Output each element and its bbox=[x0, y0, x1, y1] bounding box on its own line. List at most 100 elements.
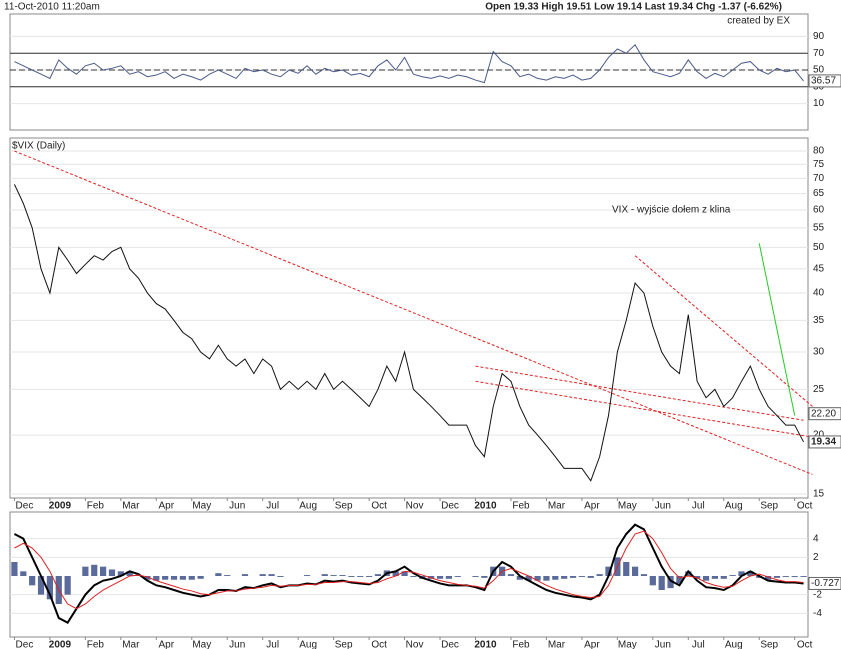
histogram-bar bbox=[472, 576, 479, 577]
histogram-bar bbox=[676, 576, 683, 584]
x-tick-label: Feb bbox=[87, 640, 105, 649]
x-tick-label: Dec bbox=[16, 640, 34, 649]
x-tick-label: Sep bbox=[760, 640, 778, 649]
histogram-bar bbox=[117, 571, 124, 576]
histogram-bar bbox=[108, 569, 116, 576]
trendline bbox=[475, 380, 813, 438]
value-tag bbox=[808, 407, 841, 421]
y-tick-label: 45 bbox=[813, 264, 825, 275]
quote: Open 19.33 High 19.51 Low 19.14 Last 19.… bbox=[485, 2, 782, 13]
histogram-bar bbox=[791, 576, 798, 577]
histogram-bar bbox=[357, 576, 364, 577]
histogram-bar bbox=[197, 576, 204, 579]
histogram-bar bbox=[640, 574, 648, 576]
y-tick-label: 35 bbox=[813, 315, 825, 326]
histogram-bar bbox=[330, 575, 337, 576]
histogram-bar bbox=[99, 566, 107, 576]
histogram-bar bbox=[507, 574, 515, 576]
y-tick-label: 75 bbox=[813, 159, 825, 170]
series-line bbox=[13, 523, 804, 624]
histogram-bar bbox=[268, 574, 275, 576]
histogram-bar bbox=[782, 576, 789, 577]
histogram-bar bbox=[374, 574, 382, 576]
histogram-bar bbox=[401, 571, 408, 576]
histogram-bar bbox=[569, 576, 577, 578]
histogram-bar bbox=[711, 576, 719, 579]
x-tick-label: Jul bbox=[692, 501, 705, 512]
value-tag-label: 22.20 bbox=[811, 408, 836, 419]
histogram-bar bbox=[188, 576, 195, 580]
histogram-bar bbox=[445, 576, 453, 579]
y-tick-label: -4 bbox=[813, 608, 822, 619]
histogram-bar bbox=[64, 576, 71, 595]
x-tick-label: Sep bbox=[760, 501, 778, 512]
x-tick-label: Dec bbox=[16, 501, 34, 512]
y-tick-label: 90 bbox=[813, 31, 825, 42]
x-tick-label: Sep bbox=[335, 501, 353, 512]
x-tick-label: Aug bbox=[299, 501, 317, 512]
value-tag-label: 36.57 bbox=[811, 76, 836, 87]
x-tick-label: Jun bbox=[655, 640, 671, 649]
histogram-bar bbox=[658, 576, 665, 590]
x-tick-label: May bbox=[618, 501, 637, 512]
histogram-bar bbox=[667, 576, 674, 589]
histogram-bar bbox=[46, 576, 54, 600]
y-tick-label: 10 bbox=[813, 98, 825, 109]
x-tick-label: Dec bbox=[441, 501, 459, 512]
histogram-bar bbox=[596, 574, 603, 576]
x-tick-label: Mar bbox=[122, 501, 140, 512]
x-tick-label: Jul bbox=[266, 640, 279, 649]
histogram-bar bbox=[605, 566, 612, 576]
x-tick-label: Dec bbox=[441, 640, 459, 649]
x-tick-label: Mar bbox=[548, 640, 566, 649]
histogram-bar bbox=[773, 576, 781, 578]
histogram-bar bbox=[37, 576, 45, 595]
histogram-bar bbox=[91, 564, 98, 576]
x-tick-label: Oct bbox=[797, 640, 813, 649]
y-tick-label: 70 bbox=[813, 173, 825, 184]
x-tick-label: Apr bbox=[159, 501, 175, 512]
x-tick-label: Apr bbox=[584, 640, 600, 649]
histogram-bar bbox=[259, 574, 266, 576]
histogram-bar bbox=[516, 576, 523, 580]
histogram-bar bbox=[11, 562, 18, 576]
histogram-bar bbox=[525, 576, 532, 581]
histogram-bar bbox=[29, 576, 36, 586]
histogram-bar bbox=[481, 576, 488, 578]
histogram-bar bbox=[365, 576, 373, 577]
x-tick-label: Aug bbox=[725, 640, 743, 649]
histogram-bar bbox=[144, 576, 151, 580]
x-tick-label: Feb bbox=[87, 501, 105, 512]
histogram-bar bbox=[410, 576, 417, 577]
histogram-bar bbox=[534, 576, 541, 581]
histogram-bar bbox=[738, 571, 745, 576]
credit: created by EX bbox=[727, 16, 790, 27]
x-tick-label: Jul bbox=[266, 501, 279, 512]
histogram-bar bbox=[720, 576, 727, 579]
y-tick-label: 50 bbox=[813, 242, 825, 253]
histogram-bar bbox=[543, 576, 550, 581]
panel-title: $VIX (Daily) bbox=[12, 141, 65, 152]
histogram-bar bbox=[649, 576, 656, 586]
histogram-bar bbox=[392, 571, 399, 576]
histogram-bar bbox=[303, 575, 311, 576]
trendline bbox=[475, 365, 804, 421]
x-tick-label: May bbox=[192, 640, 211, 649]
histogram-bar bbox=[348, 576, 355, 577]
histogram-bar bbox=[162, 576, 169, 580]
panel-frame bbox=[9, 13, 809, 131]
panel-frame bbox=[9, 137, 809, 499]
trendline bbox=[634, 255, 813, 407]
series-line bbox=[13, 184, 805, 482]
histogram-bar bbox=[436, 576, 444, 579]
histogram-bar bbox=[126, 571, 133, 576]
x-tick-label: Sep bbox=[335, 640, 353, 649]
x-tick-label: Aug bbox=[299, 640, 317, 649]
y-tick-label: 80 bbox=[813, 146, 825, 157]
histogram-bar bbox=[82, 566, 89, 576]
y-tick-label: -2 bbox=[813, 589, 822, 600]
y-tick-label: 2 bbox=[813, 552, 819, 563]
x-tick-label: Nov bbox=[406, 640, 424, 649]
